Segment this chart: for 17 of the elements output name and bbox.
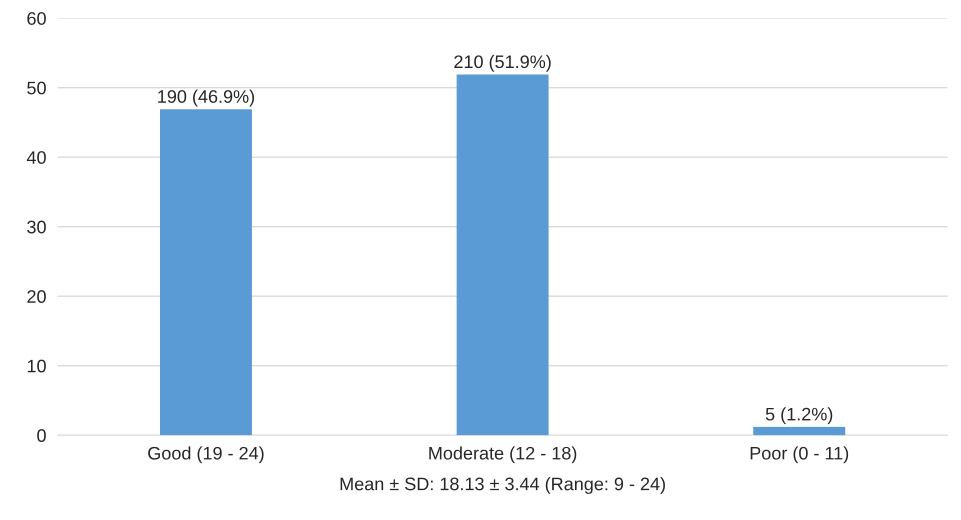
x-tick-label: Good (19 - 24) (148, 446, 264, 464)
y-tick-label: 60 (27, 12, 46, 25)
bar (160, 109, 252, 436)
bar (456, 74, 549, 436)
y-tick-label: 10 (28, 360, 46, 372)
y-tick-label: 0 (37, 429, 46, 442)
x-tick-label: Poor (0 - 11) (750, 446, 848, 464)
data-label: 5 (1.2%) (766, 407, 832, 424)
data-label: 190 (46.9%) (158, 90, 254, 106)
y-tick-label: 30 (27, 220, 46, 234)
data-label: 210 (51.9%) (454, 54, 551, 72)
x-axis-title: Mean ± SD: 18.13 ± 3.44 (Range: 9 - 24) (340, 477, 665, 494)
y-tick-label: 20 (27, 290, 46, 303)
y-tick-label: 50 (27, 82, 46, 94)
x-tick-label: Moderate (12 - 18) (429, 446, 576, 464)
y-tick-label: 40 (26, 151, 46, 164)
bar (753, 426, 846, 436)
